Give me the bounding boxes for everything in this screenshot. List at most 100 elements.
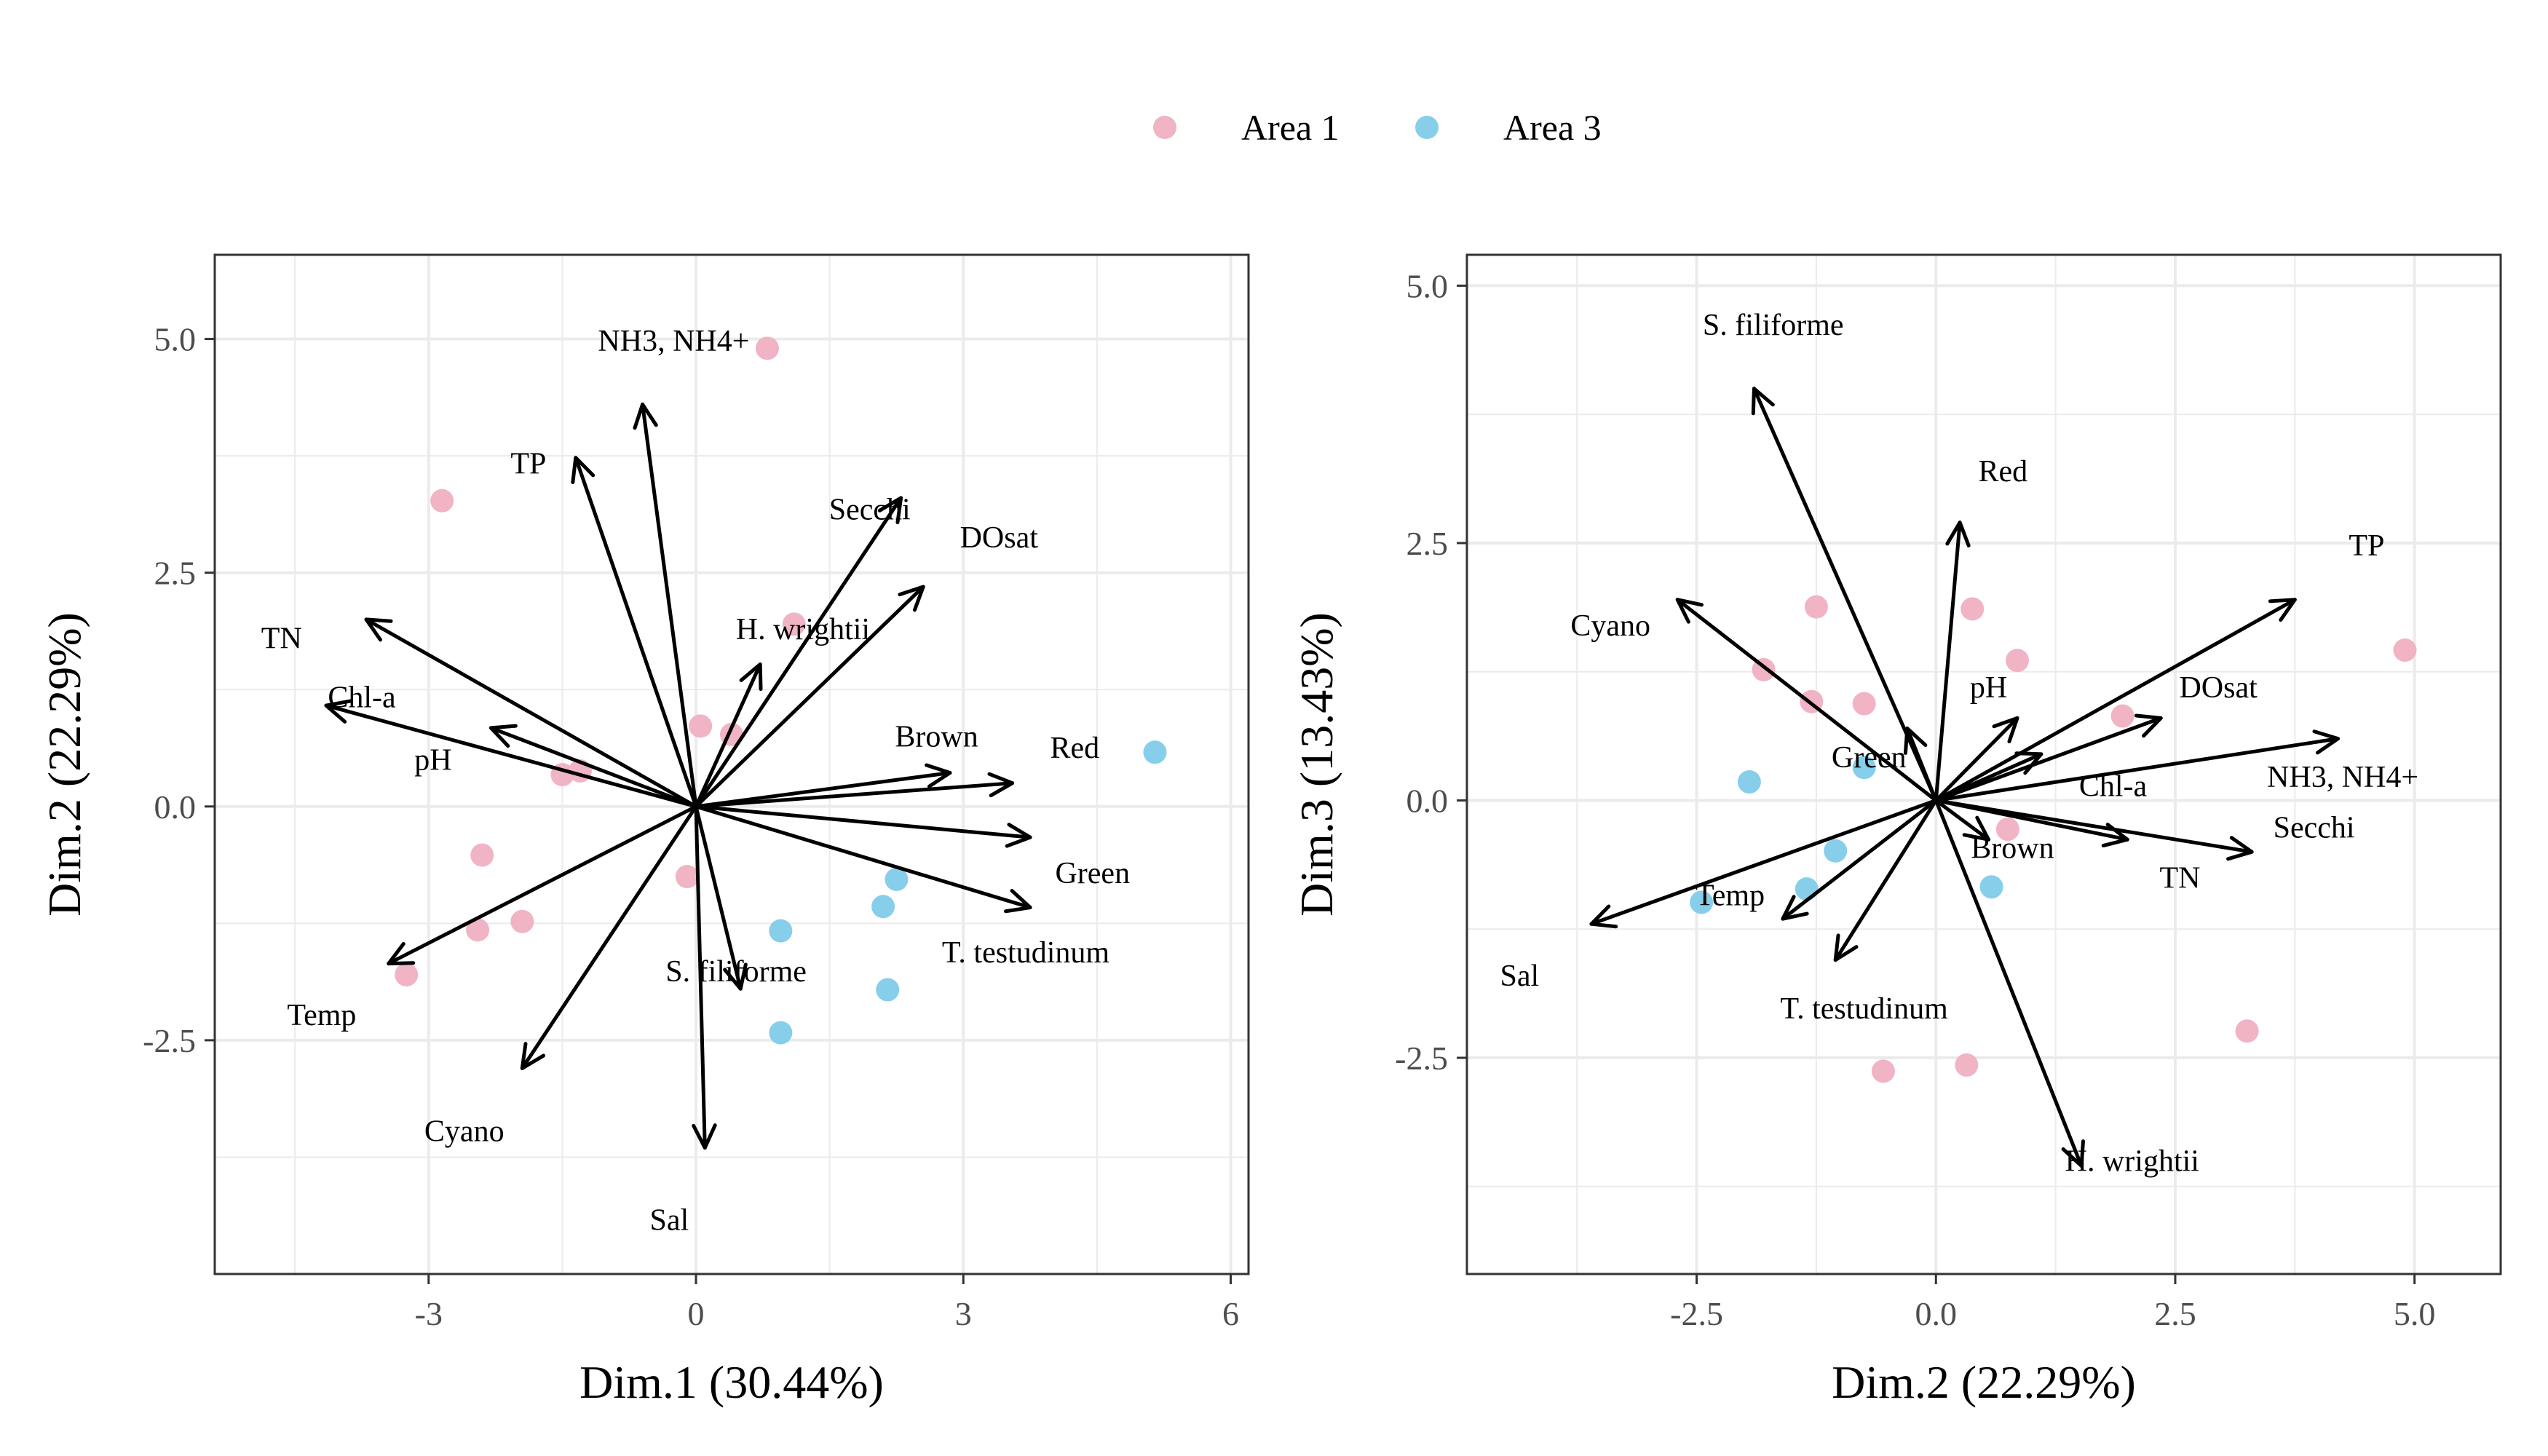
data-point-area-3 bbox=[1690, 890, 1714, 914]
data-points bbox=[1690, 595, 2417, 1083]
data-point-area-1 bbox=[2110, 704, 2134, 728]
vector-label-t-testudinum: T. testudinum bbox=[942, 936, 1110, 970]
vector-arrow-green bbox=[1905, 727, 1938, 802]
y-tick-label: 0.0 bbox=[154, 788, 197, 826]
vector-arrow-ph bbox=[488, 726, 698, 809]
vector-arrowhead-nh3-nh4 bbox=[2312, 729, 2340, 755]
gridlines bbox=[1467, 255, 2501, 1274]
vector-label-tn: TN bbox=[261, 622, 302, 656]
data-point-area-3 bbox=[885, 867, 909, 891]
vector-label-sal: Sal bbox=[1500, 960, 1539, 993]
vector-arrowhead-sal bbox=[692, 1123, 717, 1150]
vector-arrow-h-wrightii bbox=[1934, 798, 2084, 1168]
vector-arrow-tp bbox=[574, 456, 698, 809]
data-point-area-1 bbox=[689, 714, 713, 738]
x-tick-label: 0.0 bbox=[1915, 1295, 1958, 1332]
vector-arrow-cyano bbox=[520, 804, 698, 1070]
vector-arrow-brown bbox=[1934, 798, 1991, 842]
gridlines bbox=[215, 255, 1249, 1275]
vector-label-tn: TN bbox=[2160, 862, 2201, 895]
vector-arrow-nh3-nh4 bbox=[1934, 737, 2340, 802]
data-point-area-1 bbox=[430, 488, 454, 513]
vector-arrow-t-testudinum bbox=[1833, 798, 1938, 962]
vector-label-temp: Temp bbox=[287, 999, 356, 1032]
data-point-area-3 bbox=[769, 1021, 793, 1045]
vector-label-t-testudinum: T. testudinum bbox=[1781, 992, 1949, 1026]
data-point-area-1 bbox=[675, 865, 699, 889]
vector-label-brown: Brown bbox=[1971, 832, 2054, 866]
vector-arrow-nh3-nh4 bbox=[641, 403, 698, 809]
vector-arrowhead-green bbox=[1005, 823, 1032, 848]
y-tick-label: 5.0 bbox=[154, 321, 197, 358]
vector-arrow-secchi bbox=[1934, 798, 2254, 854]
vector-arrowhead-secchi bbox=[877, 496, 903, 525]
vector-arrowhead-secchi bbox=[2226, 836, 2254, 861]
y-tick-label: 2.5 bbox=[1406, 525, 1449, 562]
x-tick-label: 0 bbox=[688, 1295, 705, 1332]
vector-label-nh3-nh4: NH3, NH4+ bbox=[598, 325, 749, 358]
vector-arrowhead-h-wrightii bbox=[2061, 1139, 2085, 1168]
vector-arrow-red bbox=[694, 781, 1015, 809]
vector-label-h-wrightii: H. wrightii bbox=[736, 613, 870, 646]
vector-arrowhead-red bbox=[987, 772, 1015, 798]
vector-arrowhead-cyano bbox=[520, 1042, 546, 1070]
vector-arrow-h-wrightii bbox=[694, 662, 762, 809]
vector-arrowhead-red bbox=[1945, 521, 1971, 547]
chart-panel-dim2-dim3: -2.5 0.0 2.5 5.0 5.0 2.5 0.0 -2.5 Dim.2 (22.29%)… bbox=[1291, 253, 2502, 1408]
data-point-area-1 bbox=[466, 918, 490, 942]
vector-label-red: Red bbox=[1050, 732, 1099, 765]
x-axis-title: Dim.1 (30.44%) bbox=[579, 1356, 884, 1408]
vector-label-tp: TP bbox=[2349, 529, 2384, 563]
panel-border bbox=[213, 253, 1250, 1275]
legend-item-area-3: Area 3 bbox=[1415, 107, 1602, 148]
data-point-area-1 bbox=[2235, 1019, 2259, 1043]
vector-arrowhead-ph bbox=[1992, 716, 2019, 744]
vector-label-tp: TP bbox=[510, 447, 546, 480]
legend: Area 1 Area 3 bbox=[1153, 107, 1602, 148]
x-axis-title: Dim.2 (22.29%) bbox=[1832, 1356, 2136, 1408]
data-point-area-1 bbox=[1961, 597, 1985, 621]
vector-arrow-cyano bbox=[1675, 598, 1938, 802]
vector-label-s-filiforme: S. filiforme bbox=[665, 955, 807, 989]
vector-arrowhead-s-filiforme bbox=[1751, 387, 1775, 416]
vector-arrow-ph bbox=[1934, 716, 2019, 802]
vector-label-sal: Sal bbox=[649, 1204, 689, 1238]
data-point-area-1 bbox=[782, 612, 806, 636]
vector-arrow-tn bbox=[364, 617, 698, 809]
legend-swatch bbox=[1153, 116, 1176, 139]
plot-area bbox=[1467, 255, 2501, 1274]
y-tick-label: -2.5 bbox=[1395, 1040, 1448, 1077]
loading-vectors bbox=[324, 403, 1032, 1150]
vector-label-ph: pH bbox=[1970, 671, 2007, 705]
plot-area bbox=[215, 255, 1249, 1274]
data-point-area-1 bbox=[470, 843, 494, 867]
data-point-area-1 bbox=[1852, 692, 1876, 716]
data-point-area-3 bbox=[1824, 839, 1848, 863]
vector-label-dosat: DOsat bbox=[960, 521, 1039, 555]
y-axis-title: Dim.2 (22.29%) bbox=[39, 612, 90, 917]
vector-label-green: Green bbox=[1832, 741, 1907, 775]
vector-arrowhead-chl-a bbox=[324, 699, 352, 724]
y-tick-label: 2.5 bbox=[154, 555, 197, 592]
data-point-area-1 bbox=[2393, 638, 2417, 662]
x-tick-label: 5.0 bbox=[2394, 1295, 2436, 1332]
vector-arrowhead-tp bbox=[2268, 598, 2297, 622]
vector-arrow-red bbox=[1934, 521, 1962, 802]
vector-label-dosat: DOsat bbox=[2179, 671, 2258, 705]
vector-labels: NH3, NH4+ TP Secchi DOsat H. wrightii TN Chl-a… bbox=[261, 325, 1130, 1237]
vector-label-secchi: Secchi bbox=[829, 493, 911, 526]
vector-label-chl-a: Chl-a bbox=[2079, 770, 2148, 804]
data-point-area-3 bbox=[769, 919, 793, 943]
loading-vectors bbox=[1589, 387, 2340, 1168]
vector-arrow-chl-a bbox=[324, 703, 698, 809]
chart-panel-dim1-dim2: -3 0 3 6 5.0 2.5 0.0 -2.5 Dim.1 (30.44%) Dim.2 (2… bbox=[39, 253, 1250, 1408]
vector-arrow-secchi bbox=[694, 496, 903, 809]
vector-arrowhead-tn bbox=[364, 617, 393, 642]
x-tick-label: 2.5 bbox=[2154, 1295, 2196, 1332]
vector-arrowhead-chl-a bbox=[2014, 751, 2043, 775]
vector-arrow-temp bbox=[387, 804, 698, 966]
legend-item-area-1: Area 1 bbox=[1153, 107, 1340, 148]
vector-label-cyano: Cyano bbox=[424, 1115, 505, 1148]
data-point-area-3 bbox=[1143, 740, 1167, 764]
